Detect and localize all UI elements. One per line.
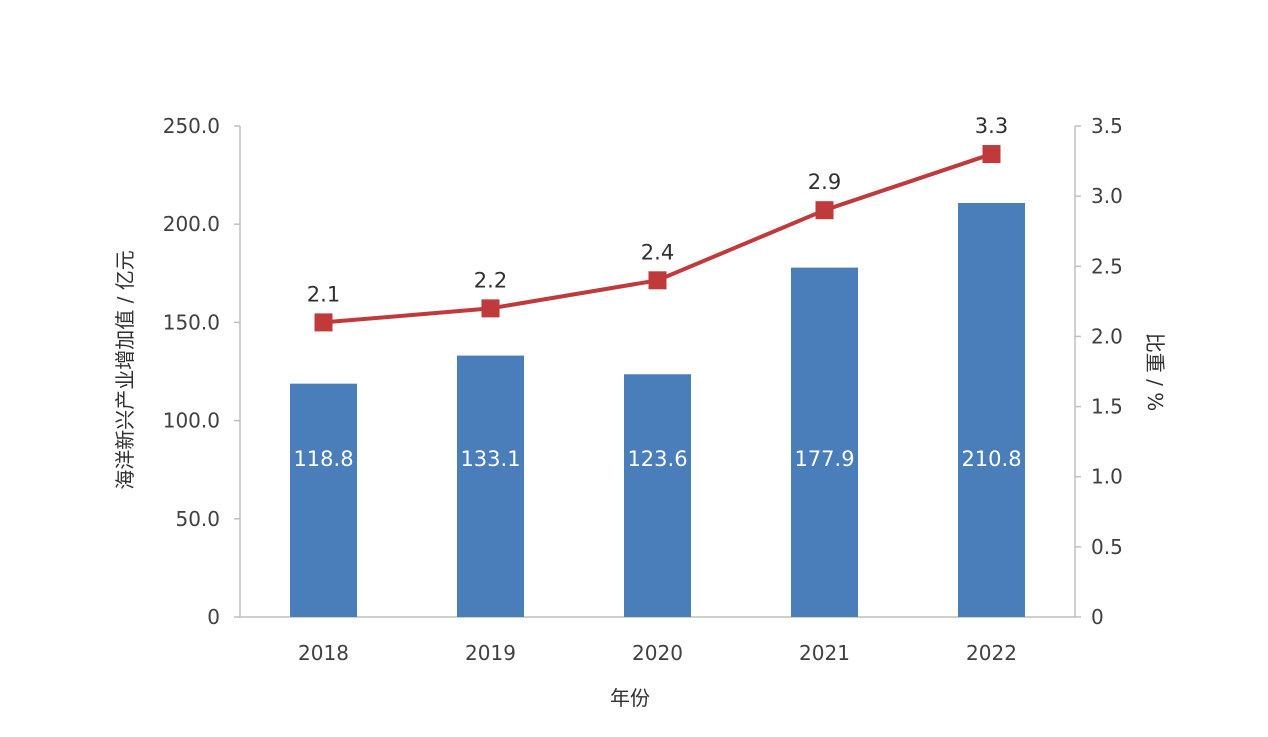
x-tick-label: 2021 [799,641,850,665]
bars-group [290,202,1025,617]
line-value-label: 3.3 [975,114,1008,138]
bar [958,202,1025,617]
y-left-tick-label: 50.0 [175,507,220,531]
line-series-group [314,145,1001,332]
line-marker [815,201,834,220]
x-tick-label: 2019 [465,641,516,665]
line-value-label: 2.4 [641,240,674,264]
y-right-tick-label: 1.5 [1091,395,1123,419]
y-left-tick-label: 100.0 [163,409,220,433]
line-marker [648,271,667,290]
y-right-tick-label: 1.0 [1091,465,1123,489]
line-marker [982,145,1001,164]
y-right-tick-label: 0 [1091,605,1104,629]
x-tick-label: 2020 [632,641,683,665]
bar-value-label: 177.9 [794,447,854,471]
bar-value-label: 133.1 [460,447,520,471]
y-right-tick-label: 2.0 [1091,324,1123,348]
line-value-label: 2.9 [808,170,841,194]
line-marker [481,299,500,318]
y-left-tick-label: 150.0 [163,310,220,334]
y-right-tick-label: 3.5 [1091,114,1123,138]
y-right-axis-title: 比重 / % [1143,333,1167,411]
bar [290,383,357,617]
bar [791,267,858,617]
bar-value-label: 123.6 [627,447,687,471]
line-series-path [323,152,993,325]
bar [624,374,691,617]
line-value-label: 2.1 [307,282,340,306]
y-right-tick-label: 2.5 [1091,254,1123,278]
y-left-tick-label: 250.0 [163,114,220,138]
labels-group: 118.8 133.1 123.6 177.9 210.8 2.1 2.2 2.4 2.9 3.3 [293,114,1021,471]
y-left-axis-title: 海洋新兴产业增加值 / 亿元 [113,250,137,489]
line-value-label: 2.2 [474,268,507,292]
line-marker [314,313,333,332]
y-right-tick-label: 0.5 [1091,535,1123,559]
bar-value-label: 210.8 [961,447,1021,471]
x-tick-label: 2018 [298,641,349,665]
bar [457,355,524,617]
axes-group: 0 50.0 100.0 150.0 200.0 250.0 0 0.5 1.0 1.5 2.0 2.… [163,114,1123,665]
x-tick-label: 2022 [966,641,1017,665]
y-right-tick-label: 3.0 [1091,184,1123,208]
y-left-tick-label: 200.0 [163,212,220,236]
x-axis-title: 年份 [610,686,650,710]
bar-value-label: 118.8 [293,447,353,471]
y-left-tick-label: 0 [207,605,220,629]
